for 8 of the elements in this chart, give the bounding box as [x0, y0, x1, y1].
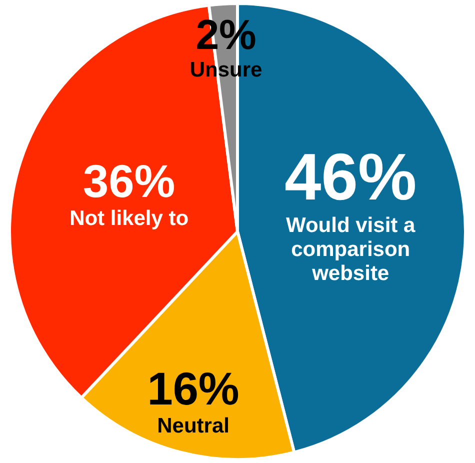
data-label: 2% [196, 11, 256, 58]
slice-label: Neutral [157, 414, 230, 438]
data-label: 36% [83, 154, 176, 207]
slice-label: Unsure [190, 58, 262, 82]
data-label: 46% [284, 139, 417, 214]
slice-label: Would visit a comparison website [286, 214, 416, 286]
slice-label: Not likely to [70, 207, 189, 230]
data-label: 16% [147, 362, 240, 414]
